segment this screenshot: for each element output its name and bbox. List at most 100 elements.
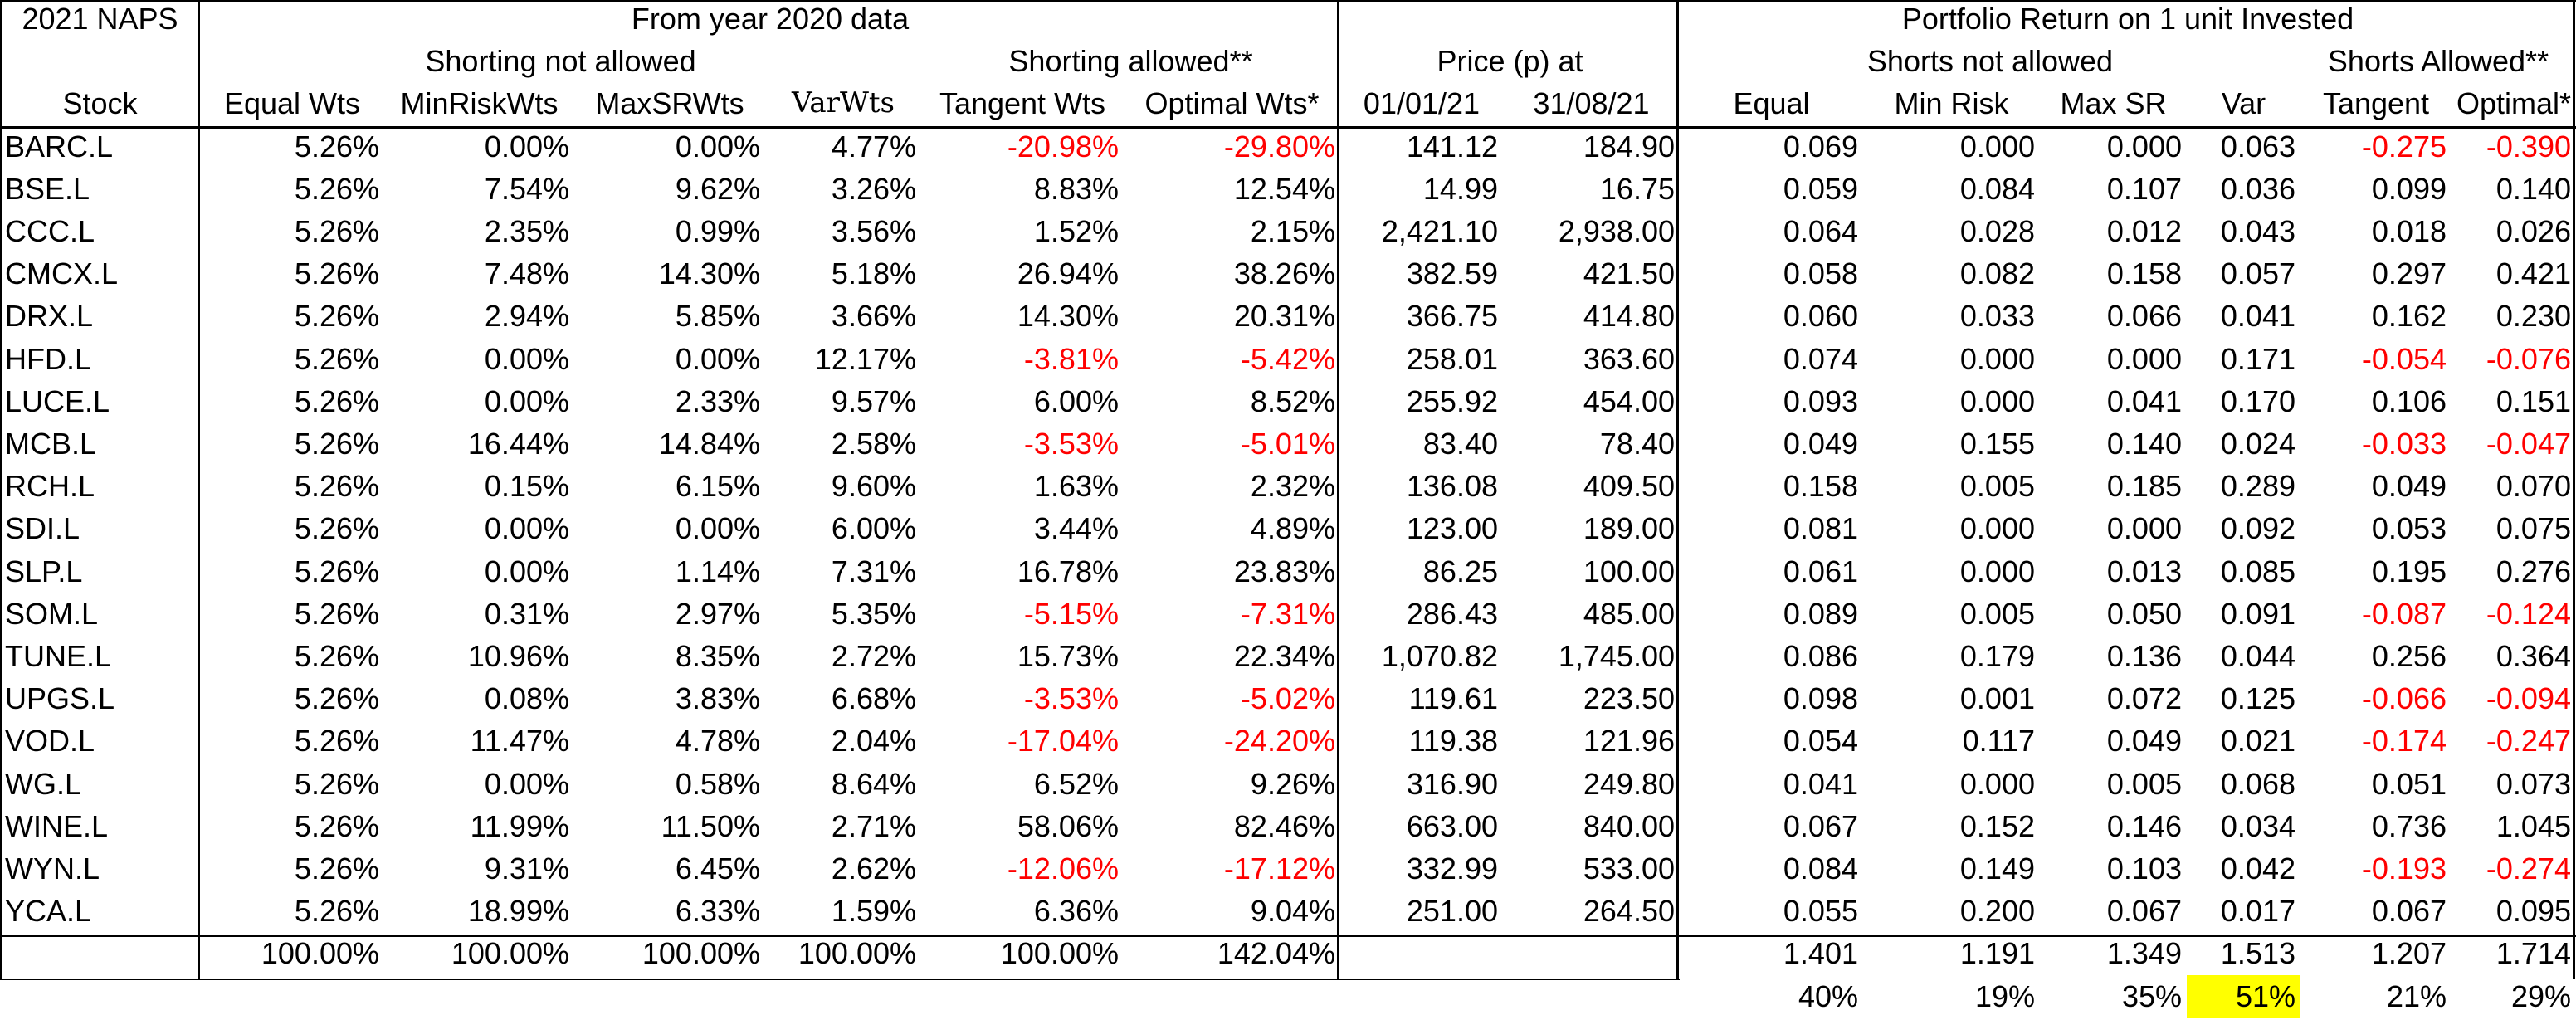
price-cell: 119.61	[1408, 681, 1498, 716]
stock-cell: WYN.L	[5, 852, 100, 886]
stock-cell: BSE.L	[5, 171, 90, 206]
weight-cell: 5.26%	[294, 639, 379, 673]
price-cell: 258.01	[1406, 341, 1498, 376]
price-cell: 454.00	[1583, 383, 1675, 418]
price-cell: 264.50	[1583, 894, 1675, 929]
return-cell: 0.058	[1783, 256, 1858, 291]
weight-cell: 2.33%	[675, 383, 760, 418]
total-weight-cell: 100.00%	[451, 936, 569, 971]
weight-cell: 1.59%	[831, 894, 916, 929]
total-weight-cell: 142.04%	[1217, 936, 1335, 971]
table-border-top	[0, 0, 2576, 2]
return-cell: 0.012	[2106, 214, 2182, 248]
return-cell: 0.070	[2496, 469, 2571, 504]
sheet-title: 2021 NAPS	[22, 2, 178, 36]
return-cell: 0.289	[2220, 469, 2295, 504]
return-cell: 0.069	[1783, 129, 1858, 163]
return-cell: 0.067	[2106, 894, 2182, 929]
return-cell: 0.151	[2496, 383, 2571, 418]
weight-cell: 2.94%	[484, 299, 569, 334]
return-cell: 0.000	[1959, 554, 2035, 588]
return-cell: 0.013	[2106, 554, 2182, 588]
column-header: Tangent	[2322, 86, 2430, 121]
header-divider	[0, 126, 2576, 129]
return-cell: 0.028	[1959, 214, 2035, 248]
return-cell: 0.179	[1959, 639, 2035, 673]
weight-cell: 1.63%	[1033, 469, 1119, 504]
price-cell: 255.92	[1406, 383, 1498, 418]
return-cell: 0.060	[1783, 299, 1858, 334]
return-cell: -0.174	[2361, 724, 2447, 759]
return-cell: 0.017	[2220, 894, 2295, 929]
return-cell: 0.736	[2371, 808, 2447, 843]
column-divider-stock	[198, 0, 200, 979]
price-cell: 14.99	[1422, 171, 1498, 206]
price-cell: 2,421.10	[1381, 214, 1498, 248]
return-cell: 0.256	[2371, 639, 2447, 673]
return-cell: 0.067	[2371, 894, 2447, 929]
table-border-left	[0, 0, 2, 979]
weight-cell: 5.26%	[294, 129, 379, 163]
return-cell: 0.021	[2220, 724, 2295, 759]
return-cell: 0.018	[2371, 214, 2447, 248]
return-cell: 0.005	[1959, 596, 2035, 631]
weight-cell: 9.62%	[675, 171, 760, 206]
weight-cell: 6.36%	[1033, 894, 1119, 929]
weight-cell: 1.52%	[1033, 214, 1119, 248]
column-header: VarWts	[791, 86, 895, 120]
return-cell: 0.092	[2220, 511, 2295, 546]
weight-cell: 0.15%	[484, 469, 569, 504]
return-cell: 0.158	[1783, 469, 1858, 504]
column-header: MaxSRWts	[595, 86, 744, 121]
weight-cell: 5.26%	[294, 469, 379, 504]
price-cell: 663.00	[1406, 808, 1498, 843]
stock-cell: SLP.L	[5, 554, 83, 588]
weight-cell: 7.31%	[831, 554, 916, 588]
weight-cell: 23.83%	[1233, 554, 1335, 588]
return-cell: 0.061	[1783, 554, 1858, 588]
return-cell: -0.274	[2486, 852, 2571, 886]
price-cell: 840.00	[1583, 808, 1675, 843]
return-cell: -0.066	[2361, 681, 2447, 716]
return-cell: -0.275	[2361, 129, 2447, 163]
return-cell: 0.063	[2220, 129, 2295, 163]
return-cell: 0.095	[2496, 894, 2571, 929]
total-return-cell: 1.513	[2220, 936, 2295, 971]
weight-cell: 0.00%	[484, 383, 569, 418]
weight-cell: 5.26%	[294, 852, 379, 886]
stock-cell: WG.L	[5, 766, 82, 801]
price-cell: 16.75	[1599, 171, 1675, 206]
total-return-cell: 1.714	[2496, 936, 2571, 971]
return-cell: -0.087	[2361, 596, 2447, 631]
return-cell: 0.059	[1783, 171, 1858, 206]
price-cell: 184.90	[1583, 129, 1675, 163]
weight-cell: 0.31%	[484, 596, 569, 631]
return-cell: 0.049	[2106, 724, 2182, 759]
weight-cell: 22.34%	[1233, 639, 1335, 673]
weight-cell: -5.02%	[1240, 681, 1335, 716]
weight-cell: 2.58%	[831, 427, 916, 461]
return-cell: 0.068	[2220, 766, 2295, 801]
stock-cell: SDI.L	[5, 511, 80, 546]
return-cell: 0.195	[2371, 554, 2447, 588]
weight-cell: -5.42%	[1240, 341, 1335, 376]
column-header: Tangent Wts	[939, 86, 1106, 121]
weight-cell: 6.33%	[675, 894, 760, 929]
return-cell: 0.364	[2496, 639, 2571, 673]
return-cell: 0.140	[2496, 171, 2571, 206]
return-cell: 0.098	[1783, 681, 1858, 716]
column-divider-prices	[1676, 0, 1679, 979]
totals-divider	[0, 935, 2576, 937]
return-cell: 0.200	[1959, 894, 2035, 929]
weight-cell: 12.54%	[1233, 171, 1335, 206]
weight-cell: 0.00%	[484, 766, 569, 801]
price-cell: 251.00	[1406, 894, 1498, 929]
return-cell: 0.000	[1959, 766, 2035, 801]
return-cell: 0.005	[1959, 469, 2035, 504]
weight-cell: 14.30%	[1017, 299, 1119, 334]
return-cell: 0.093	[1783, 383, 1858, 418]
weight-cell: 12.17%	[814, 341, 916, 376]
column-header: Max SR	[2060, 86, 2167, 121]
weight-cell: 9.31%	[484, 852, 569, 886]
